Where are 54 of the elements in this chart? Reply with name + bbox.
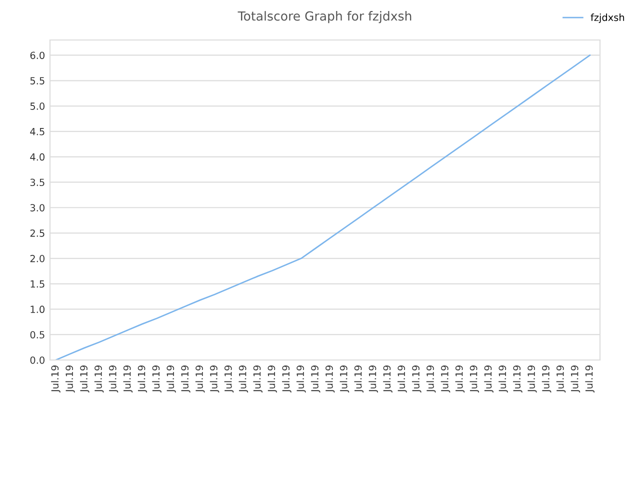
x-tick-label: Jul.19 (470, 366, 480, 393)
y-tick-label: 4.0 (30, 153, 44, 161)
x-tick-label: Jul.19 (513, 366, 522, 393)
x-tick-label: Jul.19 (340, 366, 350, 393)
x-tick-label: Jul.19 (412, 366, 422, 393)
x-tick-label: Jul.19 (210, 366, 220, 393)
y-tick-label: 4.5 (30, 128, 44, 136)
x-tick-label: Jul.19 (484, 366, 494, 393)
x-tick-label: Jul.19 (224, 366, 234, 393)
y-tick-label: 0.0 (30, 356, 44, 364)
y-tick-label: 0.5 (30, 331, 44, 338)
x-tick-label: Jul.19 (253, 366, 263, 393)
x-tick-label: Jul.19 (368, 366, 378, 393)
x-tick-label: Jul.19 (498, 366, 508, 393)
y-tick-label: 5.0 (30, 102, 44, 110)
x-tick-label: Jul.19 (310, 366, 320, 393)
x-tick-label: Jul.19 (383, 366, 392, 393)
x-tick-label: Jul.19 (123, 366, 133, 393)
x-tick-label: Jul.19 (325, 366, 335, 393)
x-tick-label: Jul.19 (296, 366, 306, 393)
x-tick-label: Jul.19 (440, 366, 450, 393)
line-series (55, 54, 591, 360)
x-tick-label: Jul.19 (527, 366, 537, 393)
y-tick-label: 6.0 (30, 52, 44, 60)
x-tick-label: Jul.19 (80, 366, 90, 393)
x-tick-label: Jul.19 (66, 366, 75, 393)
y-tick-label: 5.5 (30, 77, 44, 84)
x-tick-label: Jul.19 (180, 366, 190, 393)
x-tick-label: Jul.19 (570, 366, 580, 393)
x-tick-label: Jul.19 (398, 366, 407, 393)
x-tick-label: Jul.19 (542, 366, 552, 393)
x-tick-label: Jul.19 (195, 366, 205, 393)
x-tick-label: Jul.19 (585, 366, 595, 393)
x-tick-label: Jul.19 (556, 366, 566, 393)
x-tick-label: Jul.19 (426, 366, 436, 393)
x-tick-label: Jul.19 (455, 366, 465, 393)
y-tick-label: 2.5 (30, 229, 44, 237)
x-tick-label: Jul.19 (354, 366, 364, 393)
x-tick-label: Jul.19 (138, 366, 148, 393)
x-tick-label: Jul.19 (152, 366, 162, 393)
x-tick-label: Jul.19 (268, 366, 277, 393)
y-tick-label: 1.0 (30, 306, 44, 314)
x-tick-label: Jul.19 (51, 366, 60, 393)
x-tick-label: Jul.19 (94, 366, 104, 393)
legend-label: fzjdxsh (590, 14, 624, 23)
y-tick-label: 1.5 (30, 280, 44, 288)
x-tick-label: Jul.19 (166, 366, 176, 393)
y-tick-label: 2.0 (30, 254, 44, 262)
x-tick-label: Jul.19 (108, 366, 118, 393)
x-tick-label: Jul.19 (282, 366, 292, 393)
y-tick-label: 3.5 (30, 178, 44, 186)
y-tick-label: 3.0 (30, 204, 44, 212)
x-tick-label: Jul.19 (238, 366, 248, 393)
chart-title: Totalscore Graph for fzjdxsh (238, 11, 412, 24)
